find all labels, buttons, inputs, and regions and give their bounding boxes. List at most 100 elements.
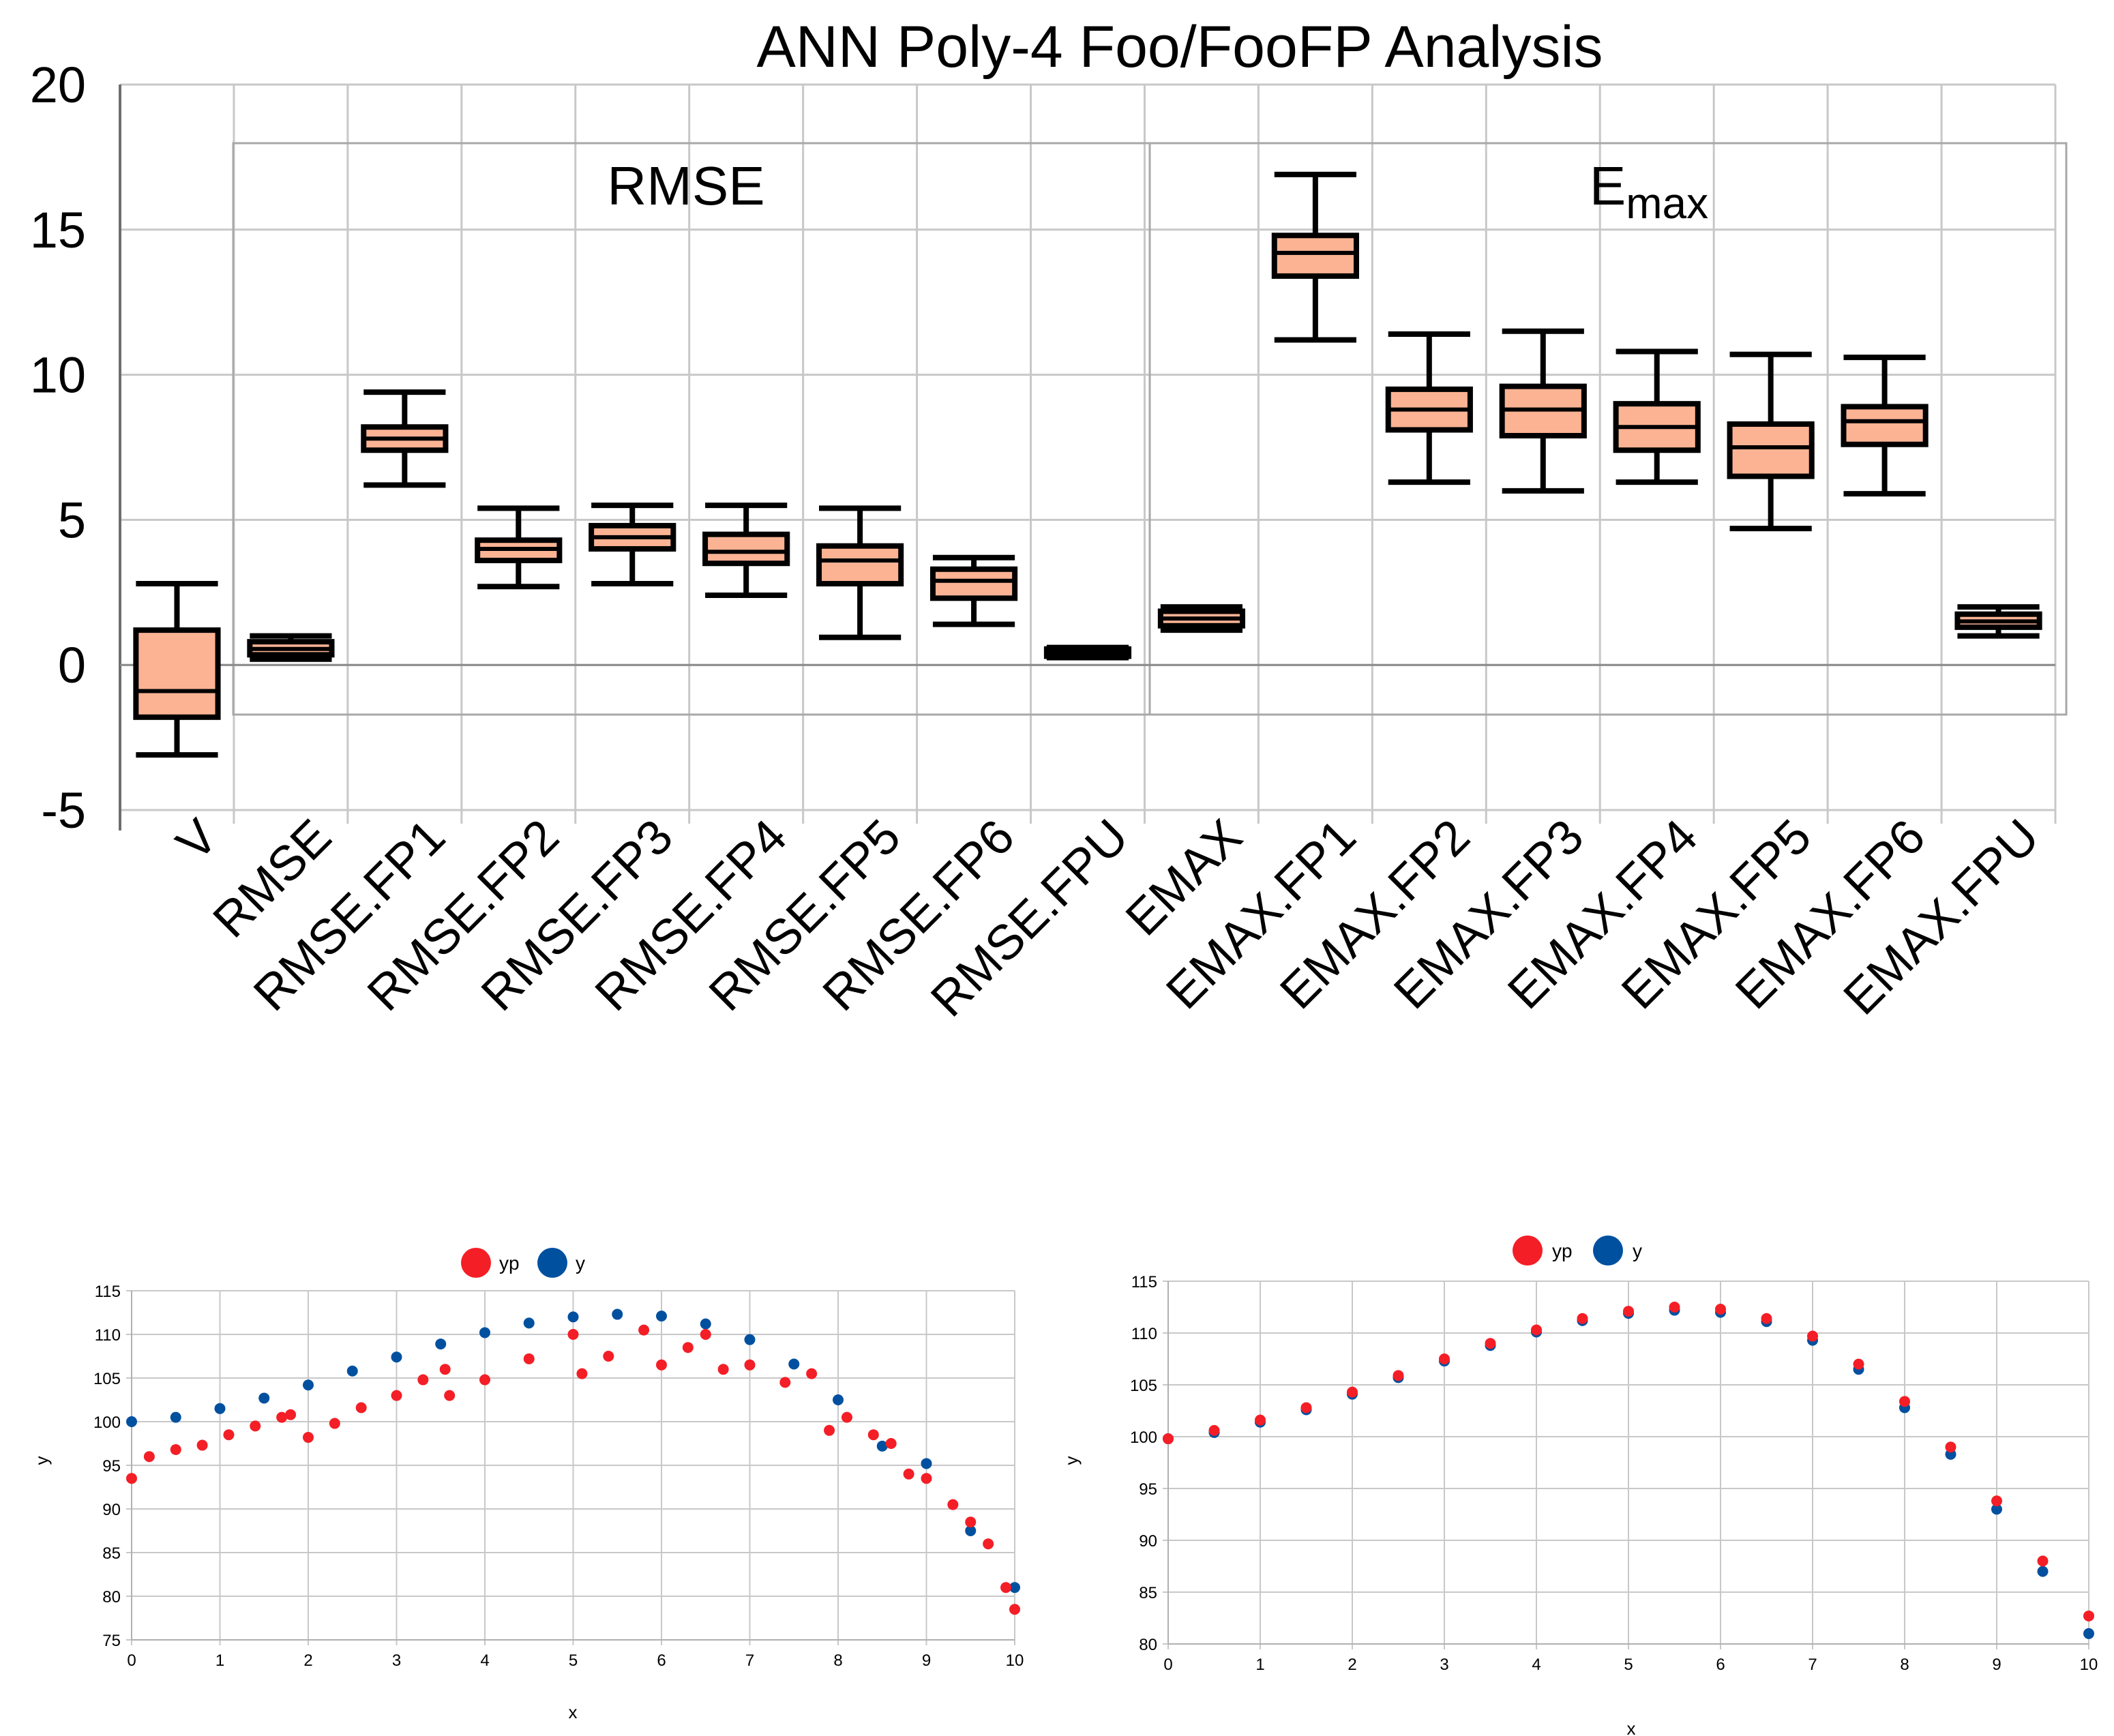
point-yp: [276, 1411, 288, 1423]
point-y: [214, 1403, 226, 1414]
series-yp: [126, 1324, 1020, 1615]
grid: [126, 1290, 1015, 1645]
y-axis-label: y: [31, 1456, 52, 1465]
y-tick-label: 15: [30, 202, 86, 258]
point-yp: [479, 1374, 490, 1386]
point-y: [744, 1334, 756, 1345]
y-tick-label: 95: [102, 1457, 121, 1476]
y-tick-label: 75: [102, 1632, 121, 1650]
point-yp: [947, 1499, 959, 1510]
point-yp: [170, 1443, 181, 1455]
point-y: [965, 1525, 977, 1536]
point-yp: [806, 1368, 818, 1379]
y-tick-label: 115: [95, 1283, 121, 1301]
point-yp: [567, 1329, 579, 1340]
point-y: [788, 1358, 800, 1370]
point-yp: [903, 1468, 914, 1480]
y-tick-label: -5: [41, 782, 86, 839]
y-tick-label: 90: [102, 1501, 121, 1519]
x-tick-label: 1: [215, 1651, 224, 1670]
x-tick-label: 3: [1440, 1656, 1448, 1674]
point-yp: [700, 1329, 711, 1340]
box-rmse-fp4: [702, 503, 790, 599]
point-yp: [329, 1418, 340, 1429]
point-yp: [1991, 1495, 2002, 1507]
emax-group-label: Emax: [1590, 155, 1708, 228]
legend: yp y: [461, 1248, 585, 1278]
point-yp: [885, 1438, 897, 1449]
point-yp: [1300, 1402, 1312, 1413]
point-yp: [1439, 1353, 1450, 1364]
tick-labels: 75 80 85 90 95 100 105 110 115 0 1 2 3 4 5 6 7 8 9 10: [93, 1283, 1024, 1670]
box-plot-chart: ANN Poly-4 Foo/FooFP Analysis RMSE Emax …: [30, 14, 2068, 1028]
y-tick-label: 95: [1139, 1480, 1157, 1499]
point-yp: [196, 1439, 208, 1451]
emax-group-frame: [1148, 142, 2068, 716]
point-y: [2037, 1566, 2049, 1577]
box-rmse: [247, 633, 335, 662]
point-yp: [921, 1473, 932, 1484]
point-y: [346, 1365, 358, 1377]
point-yp: [841, 1411, 852, 1423]
y-tick-labels: -5 0 5 10 15 20: [30, 57, 86, 839]
legend-y-marker: [537, 1248, 567, 1278]
series: [1163, 1302, 2094, 1639]
box-emax-fp2: [1385, 331, 1473, 485]
series-y: [126, 1308, 1020, 1593]
x-tick-label: 0: [1163, 1656, 1172, 1674]
point-yp: [391, 1390, 402, 1401]
box-rmse-fp6: [929, 554, 1018, 627]
point-yp: [983, 1538, 994, 1550]
point-yp: [1347, 1386, 1358, 1398]
point-yp: [523, 1353, 535, 1364]
y-tick-label: 105: [1130, 1377, 1157, 1395]
point-yp: [1945, 1441, 1956, 1453]
point-yp: [1000, 1582, 1012, 1593]
point-yp: [355, 1402, 367, 1413]
box-iqr: [1271, 233, 1359, 279]
point-y: [921, 1458, 932, 1469]
box-rmse-fp1: [361, 389, 449, 488]
x-tick-label: 1: [1255, 1656, 1264, 1674]
y-tick-label: 115: [1131, 1273, 1157, 1291]
y-tick-label: 90: [1139, 1532, 1157, 1551]
boxes: [133, 171, 2042, 758]
y-tick-label: 80: [102, 1588, 121, 1606]
x-axis-label: x: [1627, 1718, 1636, 1736]
point-yp: [682, 1342, 694, 1353]
point-y: [523, 1317, 535, 1329]
box-emax: [1157, 604, 1246, 633]
x-tick-label: 8: [833, 1651, 842, 1670]
point-yp: [1255, 1414, 1266, 1426]
point-yp: [285, 1409, 297, 1420]
point-yp: [1485, 1338, 1496, 1349]
box-emax-fp6: [1841, 355, 1929, 497]
box-emax-fp1: [1271, 171, 1359, 343]
point-yp: [867, 1429, 879, 1441]
legend-yp-label: yp: [1552, 1240, 1573, 1261]
point-yp: [2037, 1555, 2049, 1567]
box-iqr: [133, 627, 221, 720]
y-axis-label: y: [1061, 1456, 1082, 1465]
y-tick-label: 85: [102, 1544, 121, 1563]
legend-y-marker: [1593, 1236, 1623, 1266]
grid: [119, 83, 2057, 824]
x-tick-labels: VRMSERMSE.FP1RMSE.FP2RMSE.FP3RMSE.FP4RMS…: [166, 809, 2050, 1028]
x-tick-label: 2: [1348, 1656, 1356, 1674]
y-tick-label: 100: [93, 1413, 121, 1432]
emax-group-label-sub: max: [1626, 179, 1708, 228]
x-tick-label: 3: [392, 1651, 401, 1670]
point-yp: [1009, 1604, 1020, 1615]
point-y: [2083, 1628, 2094, 1639]
point-yp: [2083, 1610, 2094, 1621]
point-yp: [1393, 1370, 1404, 1381]
point-yp: [965, 1516, 977, 1528]
point-yp: [143, 1451, 155, 1463]
point-yp: [824, 1424, 835, 1436]
x-tick-label: 10: [2080, 1656, 2098, 1674]
point-y: [303, 1379, 314, 1391]
x-tick-label: 6: [1716, 1656, 1725, 1674]
x-tick-label: 10: [1006, 1651, 1024, 1670]
rmse-group-label: RMSE: [607, 155, 764, 216]
